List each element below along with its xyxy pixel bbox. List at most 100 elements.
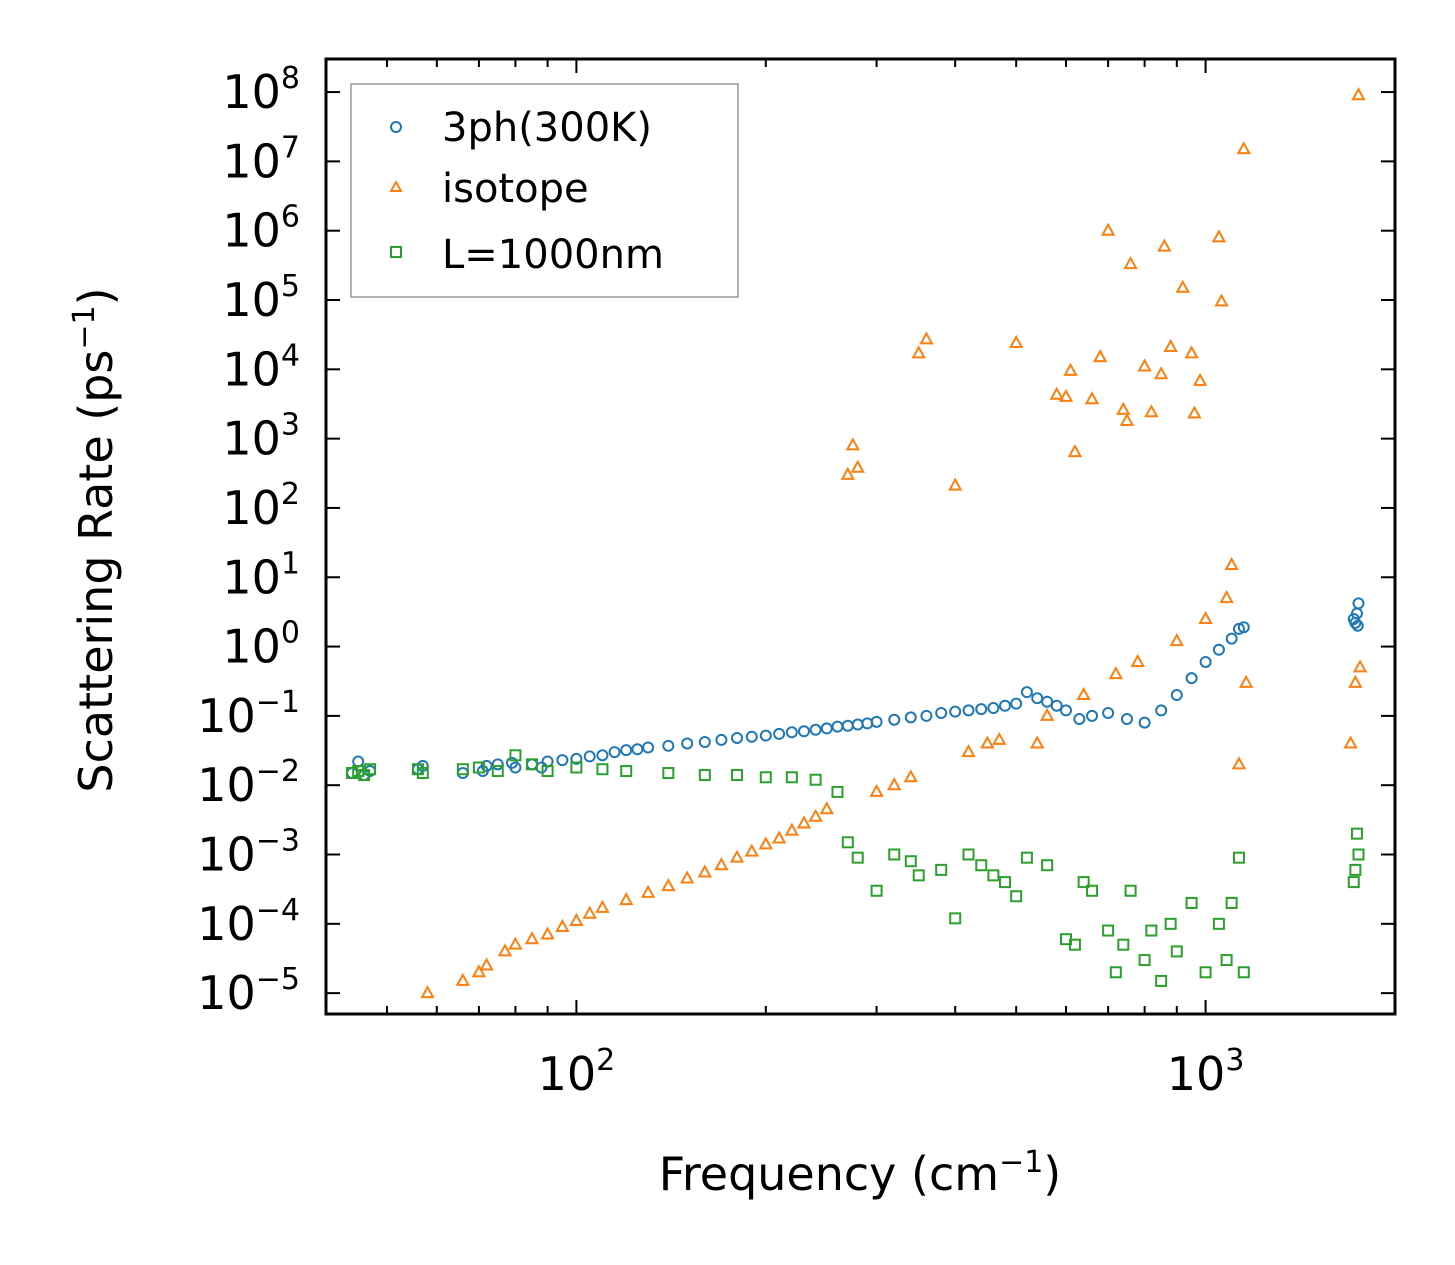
y-tick-label: 103 [222, 408, 300, 466]
data-point [508, 936, 523, 950]
data-point [620, 744, 633, 757]
data-point [961, 744, 976, 758]
legend-marker-isotope [389, 179, 403, 192]
data-point [840, 466, 855, 480]
axis-ticks [325, 59, 1396, 1014]
data-point [808, 808, 823, 822]
data-point [1212, 643, 1225, 656]
data-point [1224, 556, 1239, 571]
data-point [640, 884, 656, 898]
y-tick-label: 104 [222, 338, 300, 396]
data-point [771, 830, 787, 844]
data-point [1211, 229, 1227, 243]
data-series [346, 87, 1368, 999]
data-point [541, 765, 554, 778]
data-point [962, 704, 975, 717]
data-point [1351, 619, 1364, 632]
y-tick-label: 108 [222, 61, 300, 119]
data-point [1076, 686, 1091, 701]
data-point [887, 777, 902, 791]
data-point [1077, 876, 1090, 889]
data-point [903, 769, 918, 783]
data-point [1164, 917, 1177, 930]
series-triangle [420, 87, 1368, 999]
x-axis-label: Frequency (cm−1) [659, 1145, 1062, 1201]
data-point [619, 892, 634, 906]
data-point [1352, 659, 1368, 673]
data-point [1348, 674, 1363, 688]
data-point [479, 957, 494, 971]
data-point [1144, 404, 1159, 418]
data-point [491, 765, 504, 778]
data-point [1352, 848, 1365, 861]
data-point [1198, 610, 1213, 624]
data-point [904, 855, 917, 868]
data-point [935, 863, 948, 876]
data-point [962, 848, 975, 861]
data-point [773, 727, 786, 740]
data-point [758, 836, 773, 850]
data-point [1185, 672, 1198, 685]
data-point [1155, 704, 1168, 717]
data-point [1058, 388, 1074, 402]
data-point [870, 884, 883, 897]
y-tick-label: 102 [222, 477, 300, 535]
y-tick-label: 10−3 [197, 824, 300, 882]
data-point [525, 758, 538, 771]
data-point [455, 972, 471, 986]
data-point [1120, 713, 1133, 726]
data-point [911, 345, 926, 359]
data-point [497, 943, 513, 957]
data-point [975, 703, 988, 716]
data-point [1030, 735, 1045, 749]
y-tick-label: 106 [222, 200, 300, 258]
data-point [1187, 405, 1202, 419]
data-point [845, 437, 861, 451]
data-point [888, 848, 901, 861]
data-point [796, 815, 812, 829]
data-point [662, 739, 675, 752]
data-point [949, 705, 962, 718]
data-point [1138, 954, 1151, 967]
data-point [920, 709, 933, 722]
data-point [975, 859, 988, 872]
data-point [1199, 655, 1212, 668]
data-point [456, 763, 469, 776]
data-point [620, 765, 633, 778]
data-point [472, 761, 485, 774]
data-point [949, 912, 962, 925]
data-point [869, 783, 884, 797]
data-point [1063, 362, 1078, 376]
data-point [1343, 735, 1358, 749]
data-point [1010, 697, 1023, 710]
data-point [797, 725, 810, 738]
data-point [785, 726, 798, 739]
data-point [809, 773, 822, 786]
data-point [1199, 966, 1212, 979]
data-point [948, 477, 963, 491]
legend-marker-3ph [390, 121, 402, 133]
data-point [1157, 238, 1172, 252]
data-point [904, 711, 917, 724]
y-tick-label: 105 [222, 269, 300, 327]
data-point [1225, 896, 1238, 909]
data-point [416, 766, 429, 779]
data-point [1124, 884, 1137, 897]
data-point [1130, 653, 1145, 667]
data-point [980, 735, 995, 749]
data-point [731, 769, 744, 782]
data-point [1138, 716, 1151, 729]
data-point [1192, 372, 1208, 386]
data-point [1225, 632, 1238, 645]
data-point [870, 715, 883, 728]
data-point [555, 918, 570, 932]
data-point [999, 876, 1012, 889]
data-point [759, 729, 772, 742]
data-point [1041, 695, 1054, 708]
data-point [1123, 255, 1138, 270]
data-point [851, 851, 864, 864]
data-point [715, 733, 728, 746]
data-point [1108, 666, 1124, 680]
data-point [819, 801, 834, 815]
